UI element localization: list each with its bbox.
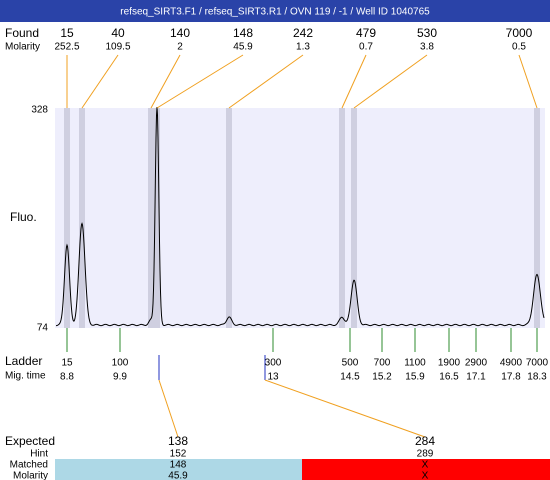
matched-size: X — [422, 460, 429, 471]
peak-connector — [518, 54, 538, 109]
matched-bar — [55, 459, 302, 480]
molarity-label: Molarity — [13, 471, 48, 480]
hint-label: Hint — [30, 449, 48, 460]
ladder-size: 2900 — [465, 358, 488, 369]
ladder-time: 14.5 — [340, 372, 360, 383]
peak-molarity: 3.8 — [420, 42, 434, 53]
ladder-size: 7000 — [526, 358, 549, 369]
peak-band — [154, 108, 160, 328]
peak-molarity: 45.9 — [233, 42, 253, 53]
trace — [56, 106, 545, 327]
mig-time-label: Mig. time — [5, 371, 46, 382]
ladder-time: 17.8 — [501, 372, 521, 383]
peak-connector — [156, 54, 244, 109]
peak-size: 140 — [170, 26, 190, 40]
ladder-size: 100 — [112, 358, 129, 369]
hint-size: 289 — [417, 449, 434, 460]
peak-band — [226, 108, 232, 328]
peak-band — [534, 108, 540, 328]
peak-size: 530 — [417, 26, 437, 40]
ladder-time: 17.1 — [466, 372, 486, 383]
expected-label: Expected — [5, 434, 55, 448]
ladder-label: Ladder — [5, 354, 42, 368]
ladder-size: 700 — [374, 358, 391, 369]
matched-size: 148 — [170, 460, 187, 471]
ladder-time: 18.3 — [527, 372, 547, 383]
found-label: Found — [5, 26, 39, 40]
y-axis-label: Fluo. — [10, 210, 37, 224]
hint-size: 152 — [170, 449, 187, 460]
peak-band — [64, 108, 70, 328]
ladder-size: 1900 — [438, 358, 461, 369]
peak-molarity: 109.5 — [105, 42, 130, 53]
unmatched-bar — [302, 459, 550, 480]
plot-area — [55, 108, 545, 328]
y-top-label: 328 — [31, 105, 48, 116]
ladder-time: 15.2 — [372, 372, 392, 383]
peak-size: 15 — [60, 26, 74, 40]
peak-band — [79, 108, 85, 328]
peak-band — [351, 108, 357, 328]
ladder-time: 16.5 — [439, 372, 459, 383]
ladder-size: 1100 — [404, 358, 426, 369]
expected-size: 138 — [168, 434, 188, 448]
matched-molarity: X — [422, 471, 429, 480]
peak-molarity: 2 — [177, 42, 183, 53]
ladder-time: 8.8 — [60, 372, 74, 383]
peak-connector — [341, 54, 367, 109]
ladder-size: 15 — [61, 358, 73, 369]
ladder-size: 4900 — [500, 358, 523, 369]
title: refseq_SIRT3.F1 / refseq_SIRT3.R1 / OVN … — [120, 7, 430, 18]
peak-connector — [228, 54, 304, 109]
y-bottom-label: 74 — [37, 323, 49, 334]
peak-size: 148 — [233, 26, 253, 40]
peak-connector — [150, 54, 181, 109]
peak-connector — [353, 54, 428, 109]
peak-molarity: 252.5 — [54, 42, 79, 53]
ladder-time: 15.9 — [405, 372, 425, 383]
peak-connector — [81, 54, 119, 109]
peak-molarity: 1.3 — [296, 42, 310, 53]
matched-label: Matched — [10, 460, 48, 471]
peak-size: 7000 — [506, 26, 533, 40]
peak-molarity: 0.5 — [512, 42, 526, 53]
ladder-time: 9.9 — [113, 372, 127, 383]
ladder-size: 500 — [342, 358, 359, 369]
peak-band — [148, 108, 154, 328]
peak-size: 40 — [111, 26, 125, 40]
molarity-label: Molarity — [5, 42, 40, 53]
peak-band — [339, 108, 345, 328]
title-bar — [0, 0, 550, 22]
ladder-time: 13 — [267, 372, 279, 383]
connector — [158, 379, 179, 438]
expected-size: 284 — [415, 434, 435, 448]
peak-molarity: 0.7 — [359, 42, 373, 53]
matched-molarity: 45.9 — [168, 471, 188, 480]
peak-size: 242 — [293, 26, 313, 40]
ladder-size: 300 — [265, 358, 282, 369]
connector — [264, 379, 426, 438]
peak-size: 479 — [356, 26, 376, 40]
